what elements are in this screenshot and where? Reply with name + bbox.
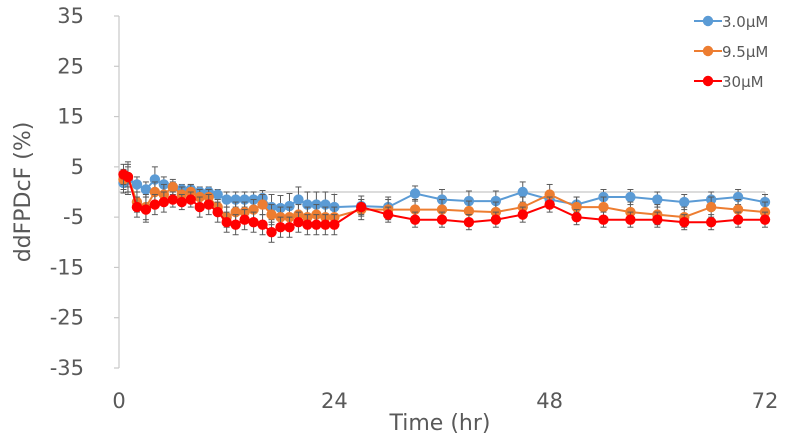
y-tick-label: -5 <box>63 205 84 229</box>
data-point <box>158 196 170 208</box>
data-point <box>212 206 223 218</box>
data-point <box>140 184 152 195</box>
data-point <box>266 227 277 238</box>
data-point <box>679 196 690 208</box>
data-point <box>463 216 475 228</box>
data-point <box>679 216 690 228</box>
data-point <box>131 201 143 213</box>
data-point <box>275 222 286 233</box>
legend-swatch-marker <box>702 75 714 87</box>
data-point <box>490 195 502 207</box>
data-point <box>230 219 241 230</box>
data-point <box>356 201 367 213</box>
y-axis: 35 25 15 5 -5 -15 -25 -35 <box>50 4 120 380</box>
data-point <box>239 214 250 225</box>
x-tick-label: 24 <box>321 389 348 413</box>
data-point <box>544 199 555 210</box>
data-point <box>203 199 214 210</box>
data-point <box>293 194 304 205</box>
data-point <box>517 209 528 220</box>
series-3 <box>118 163 771 243</box>
x-tick-label: 48 <box>536 389 563 413</box>
data-point <box>284 200 295 212</box>
data-point <box>490 214 502 225</box>
data-point <box>625 191 636 203</box>
data-point <box>131 179 143 190</box>
legend-label: 30μM <box>722 73 764 91</box>
data-point <box>221 216 232 228</box>
data-point <box>436 214 448 225</box>
data-point <box>409 188 421 199</box>
data-point <box>149 199 161 210</box>
data-point <box>705 201 717 213</box>
legend-label: 9.5μM <box>722 43 768 61</box>
y-tick-label: -35 <box>50 356 84 380</box>
data-point <box>140 204 152 215</box>
data-point <box>293 216 304 228</box>
data-point <box>176 196 188 208</box>
series-group <box>118 161 771 243</box>
data-point <box>266 209 277 220</box>
data-point <box>122 171 134 183</box>
data-point <box>652 194 663 205</box>
data-point <box>382 209 394 220</box>
data-point <box>257 199 268 210</box>
legend-item: 3.0μM <box>694 13 768 31</box>
data-point <box>571 211 582 223</box>
legend-label: 3.0μM <box>722 13 768 31</box>
data-point <box>463 205 475 217</box>
x-axis-title: Time (hr) <box>389 411 491 436</box>
data-point <box>194 201 205 213</box>
data-point <box>221 194 232 205</box>
data-point <box>409 214 421 225</box>
y-tick-label: -15 <box>50 255 84 279</box>
x-axis: 0 24 48 72 <box>112 192 778 413</box>
data-point <box>625 214 636 225</box>
data-point <box>302 219 313 230</box>
y-tick-label: 5 <box>71 155 84 179</box>
data-point <box>759 214 771 225</box>
x-tick-label: 0 <box>112 389 125 413</box>
legend-swatch-marker <box>702 45 714 57</box>
data-point <box>598 201 609 213</box>
legend: 3.0μM 9.5μM 30μM <box>694 13 768 91</box>
data-point <box>320 219 331 230</box>
data-point <box>329 219 340 230</box>
data-point <box>212 189 223 200</box>
y-tick-label: 35 <box>57 4 84 28</box>
legend-item: 9.5μM <box>694 43 768 61</box>
legend-item: 30μM <box>694 73 764 91</box>
data-point <box>167 181 179 193</box>
y-tick-label: 25 <box>57 54 84 78</box>
data-point <box>598 214 609 225</box>
data-point <box>185 194 196 205</box>
data-point <box>167 194 179 205</box>
data-point <box>705 216 717 228</box>
data-point <box>248 216 259 228</box>
legend-swatch-marker <box>702 15 714 27</box>
data-point <box>311 219 322 230</box>
data-point <box>284 222 295 233</box>
y-axis-title: ddFPDcF (%) <box>11 122 36 263</box>
data-point <box>652 214 663 225</box>
x-tick-label: 72 <box>752 389 779 413</box>
y-tick-label: 15 <box>57 105 84 129</box>
data-point <box>257 219 268 230</box>
data-point <box>732 214 744 225</box>
y-tick-label: -25 <box>50 306 84 330</box>
data-point <box>517 186 528 198</box>
